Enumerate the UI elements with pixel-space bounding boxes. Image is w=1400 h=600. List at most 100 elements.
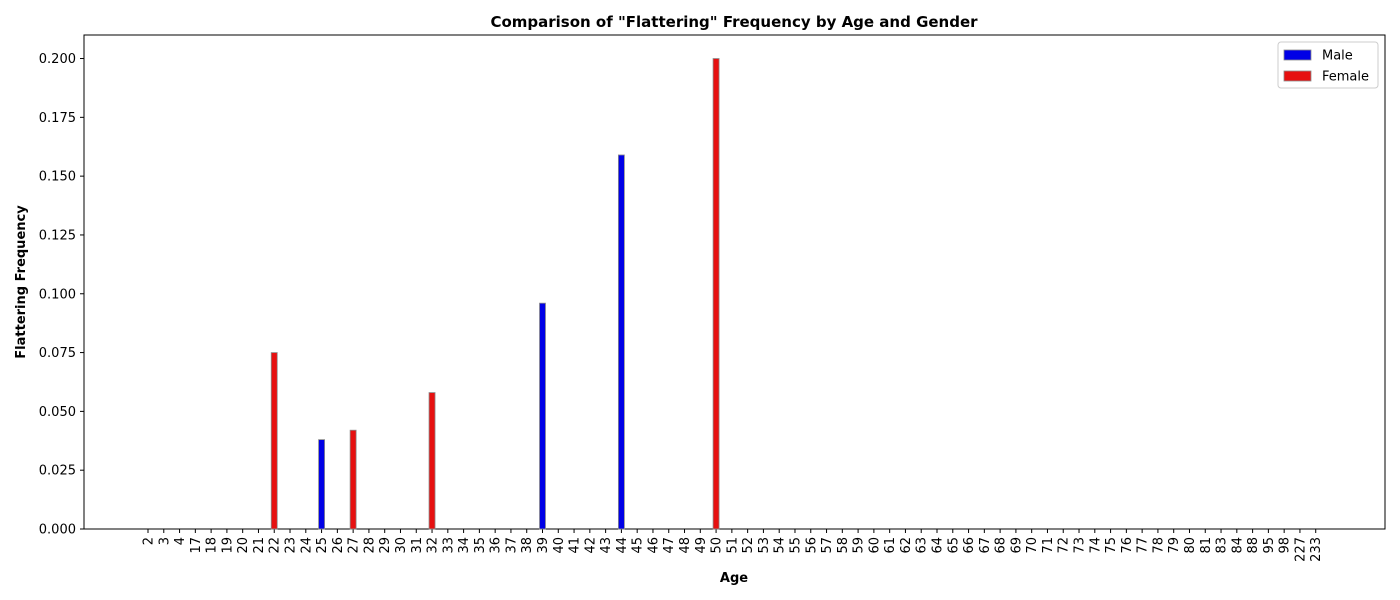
x-tick-label: 33 (441, 537, 456, 554)
bar-female-age-32 (428, 392, 436, 530)
x-tick-label: 80 (1183, 537, 1198, 554)
x-tick-label: 84 (1230, 537, 1245, 554)
x-tick-label: 34 (457, 537, 472, 554)
x-tick-label: 46 (646, 537, 661, 554)
x-tick-label: 29 (378, 537, 393, 554)
x-tick-label: 54 (773, 537, 788, 554)
y-tick-label: 0.200 (39, 52, 76, 67)
x-tick-label: 83 (1215, 537, 1230, 554)
x-tick-label: 50 (710, 537, 725, 554)
x-tick-label: 88 (1246, 537, 1261, 554)
x-tick-label: 64 (931, 537, 946, 554)
x-tick-label: 21 (252, 537, 267, 554)
y-tick-label: 0.125 (39, 228, 76, 243)
x-tick-label: 2 (142, 537, 157, 545)
x-tick-label: 47 (662, 537, 677, 554)
x-tick-label: 60 (867, 537, 882, 554)
x-tick-label: 62 (899, 537, 914, 554)
x-tick-label: 72 (1057, 537, 1072, 554)
x-tick-label: 73 (1073, 537, 1088, 554)
plot-frame (83, 34, 1386, 530)
x-tick-label: 75 (1104, 537, 1119, 554)
x-tick-label: 98 (1278, 537, 1293, 554)
x-tick-label: 25 (315, 537, 330, 554)
x-tick-label: 45 (631, 537, 646, 554)
x-tick-label: 22 (268, 537, 283, 554)
x-tick-label: 26 (331, 537, 346, 554)
x-tick-label: 53 (757, 537, 772, 554)
y-tick-label: 0.100 (39, 287, 76, 302)
y-tick-label: 0.025 (39, 464, 76, 479)
x-tick-label: 71 (1041, 537, 1056, 554)
legend-label-male: Male (1322, 49, 1353, 64)
x-tick-label: 61 (883, 537, 898, 554)
y-tick-label: 0.050 (39, 405, 76, 420)
x-tick-label: 68 (994, 537, 1009, 554)
x-tick-label: 23 (284, 537, 299, 554)
x-tick-label: 31 (410, 537, 425, 554)
bar-female-age-50 (712, 58, 720, 530)
x-tick-label: 69 (1009, 537, 1024, 554)
x-tick-label: 42 (583, 537, 598, 554)
bar-male-age-39 (539, 302, 546, 530)
x-tick-label: 17 (189, 537, 204, 554)
x-tick-label: 18 (205, 537, 220, 554)
x-tick-label: 81 (1199, 537, 1214, 554)
x-tick-label: 4 (173, 537, 188, 545)
x-tick-label: 24 (299, 537, 314, 554)
x-tick-label: 36 (489, 537, 504, 554)
x-tick-label: 65 (946, 537, 961, 554)
x-tick-label: 3 (157, 537, 172, 545)
x-tick-label: 95 (1262, 537, 1277, 554)
x-tick-label: 63 (915, 537, 930, 554)
x-tick-label: 40 (552, 537, 567, 554)
x-tick-label: 74 (1088, 537, 1103, 554)
x-tick-label: 39 (536, 537, 551, 554)
x-tick-label: 37 (504, 537, 519, 554)
x-tick-label: 78 (1151, 537, 1166, 554)
chart-title: Comparison of "Flattering" Frequency by … (490, 13, 978, 31)
x-tick-label: 19 (220, 537, 235, 554)
x-tick-label: 58 (836, 537, 851, 554)
x-tick-label: 38 (520, 537, 535, 554)
x-tick-label: 70 (1025, 537, 1040, 554)
x-tick-label: 76 (1120, 537, 1135, 554)
x-tick-label: 48 (678, 537, 693, 554)
x-tick-label: 227 (1293, 537, 1308, 562)
x-tick-label: 56 (804, 537, 819, 554)
x-tick-label: 44 (615, 537, 630, 554)
x-tick-label: 67 (978, 537, 993, 554)
x-tick-label: 41 (568, 537, 583, 554)
y-tick-label: 0.175 (39, 111, 76, 126)
x-tick-label: 59 (852, 537, 867, 554)
x-tick-label: 30 (394, 537, 409, 554)
x-tick-label: 55 (788, 537, 803, 554)
x-tick-label: 28 (362, 537, 377, 554)
bar-female-age-27 (349, 429, 357, 530)
x-tick-label: 32 (426, 537, 441, 554)
bar-male-age-25 (318, 439, 325, 530)
y-tick-label: 0.150 (39, 170, 76, 185)
x-tick-label: 66 (962, 537, 977, 554)
x-tick-label: 49 (694, 537, 709, 554)
x-tick-label: 35 (473, 537, 488, 554)
x-tick-label: 20 (236, 537, 251, 554)
legend: Male Female (1277, 41, 1379, 89)
bar-female-age-22 (270, 352, 278, 530)
y-tick-label: 0.075 (39, 346, 76, 361)
x-tick-label: 77 (1136, 537, 1151, 554)
y-axis-label: Flattering Frequency (14, 205, 29, 359)
y-tick-label: 0.000 (39, 523, 76, 538)
plot-area: 0.000 0.025 0.050 0.075 0.100 0.125 0.150 0.175… (39, 34, 1386, 562)
legend-swatch-male (1283, 49, 1312, 61)
legend-swatch-female (1283, 70, 1312, 82)
x-tick-label: 52 (741, 537, 756, 554)
x-tick-label: 79 (1167, 537, 1182, 554)
x-tick-label: 233 (1309, 537, 1324, 562)
legend-label-female: Female (1322, 70, 1369, 85)
bar-male-age-44 (618, 154, 625, 530)
x-axis-label: Age (720, 571, 748, 586)
x-tick-label: 57 (820, 537, 835, 554)
x-tick-label: 43 (599, 537, 614, 554)
